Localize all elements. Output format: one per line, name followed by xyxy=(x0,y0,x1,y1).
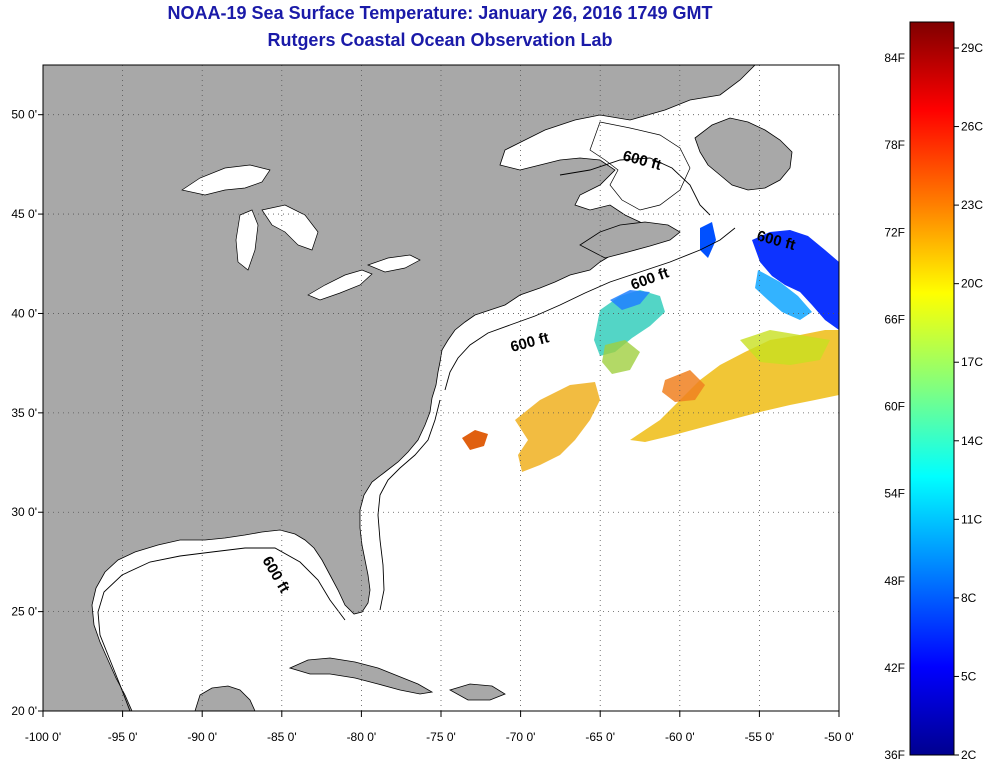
isobath-atlantic xyxy=(444,227,736,391)
lat-tick-label: 25 0' xyxy=(11,605,37,619)
colorbar-c-label: 2C xyxy=(961,748,977,762)
lat-tick-label: 30 0' xyxy=(11,505,37,519)
sst-patch-slope xyxy=(594,290,665,356)
lake-erie xyxy=(307,269,373,301)
isobath-gulf-stlawrence xyxy=(559,157,711,216)
sst-patch-slope-blue xyxy=(610,290,650,310)
lat-tick-label: 45 0' xyxy=(11,207,37,221)
colorbar-f-label: 54F xyxy=(884,487,905,501)
colorbar-f-label: 36F xyxy=(884,748,905,762)
lat-tick-label: 20 0' xyxy=(11,704,37,718)
isobath-southeast xyxy=(377,399,441,611)
lon-tick-label: -85 0' xyxy=(267,730,297,744)
longitude-axis: -100 0' -95 0' -90 0' -85 0' -80 0' -75 0' -70… xyxy=(25,711,854,744)
land-yucatan xyxy=(194,685,256,711)
colorbar-c-label: 26C xyxy=(961,120,983,134)
lon-tick-label: -75 0' xyxy=(426,730,456,744)
colorbar-c-label: 5C xyxy=(961,669,977,683)
colorbar-c-label: 17C xyxy=(961,355,983,369)
sst-patch-blue-strip xyxy=(700,222,716,258)
colorbar xyxy=(909,21,955,756)
colorbar-c-label: 29C xyxy=(961,41,983,55)
isobath-lines xyxy=(97,157,736,711)
map-subtitle: Rutgers Coastal Ocean Observation Lab xyxy=(267,30,613,50)
colorbar-f-label: 72F xyxy=(884,225,905,239)
colorbar-c-label: 23C xyxy=(961,198,983,212)
colorbar-c-label: 11C xyxy=(961,512,982,526)
lat-tick-label: 40 0' xyxy=(11,306,37,320)
lake-huron xyxy=(261,204,319,251)
lon-tick-label: -95 0' xyxy=(108,730,138,744)
sst-patch-yellow-green xyxy=(740,330,830,365)
lake-superior xyxy=(181,164,271,196)
lon-tick-label: -65 0' xyxy=(585,730,615,744)
latitude-axis: 50 0' 45 0' 40 0' 35 0' 30 0' 25 0' 20 0' xyxy=(11,108,43,718)
lake-ontario xyxy=(367,254,421,273)
colorbar-f-label: 48F xyxy=(884,574,905,588)
sst-patch-cool xyxy=(755,270,812,320)
colorbar-c-label: 14C xyxy=(961,434,983,448)
lat-tick-label: 50 0' xyxy=(11,108,37,122)
colorbar-f-label: 60F xyxy=(884,400,905,414)
lon-tick-label: -100 0' xyxy=(25,730,61,744)
colorbar-f-label: 42F xyxy=(884,661,905,675)
lon-tick-label: -60 0' xyxy=(665,730,695,744)
sst-patch-cold xyxy=(752,230,839,330)
lat-tick-label: 35 0' xyxy=(11,406,37,420)
sst-patch-warm-orange xyxy=(662,370,705,402)
colorbar-f-label: 84F xyxy=(884,51,905,65)
lon-tick-label: -90 0' xyxy=(187,730,217,744)
colorbar-celsius-labels: 29C 26C 23C 20C 17C 14C 11C 8C 5C 2C xyxy=(954,41,983,762)
land-north-america xyxy=(43,65,756,711)
gulf-st-lawrence xyxy=(589,121,691,211)
sst-patch-orange-small xyxy=(462,430,488,450)
land-hispaniola xyxy=(448,683,506,701)
land-nova-scotia xyxy=(579,221,681,259)
lon-tick-label: -55 0' xyxy=(745,730,775,744)
lon-tick-label: -70 0' xyxy=(506,730,536,744)
colorbar-fahrenheit-labels: 84F 78F 72F 66F 60F 54F 48F 42F 36F xyxy=(884,51,905,762)
lake-michigan xyxy=(235,209,259,271)
colorbar-f-label: 66F xyxy=(884,312,905,326)
sst-patch-green-dots xyxy=(602,340,640,374)
map-title: NOAA-19 Sea Surface Temperature: January… xyxy=(167,3,713,23)
sst-patch-warm-south xyxy=(515,382,600,472)
isobath-gulf xyxy=(97,547,346,711)
sst-data-layer xyxy=(462,222,839,472)
colorbar-c-label: 8C xyxy=(961,591,977,605)
land-newfoundland xyxy=(694,117,793,191)
colorbar-f-label: 78F xyxy=(884,138,905,152)
lon-tick-label: -80 0' xyxy=(347,730,377,744)
lon-tick-label: -50 0' xyxy=(824,730,854,744)
colorbar-c-label: 20C xyxy=(961,277,983,291)
